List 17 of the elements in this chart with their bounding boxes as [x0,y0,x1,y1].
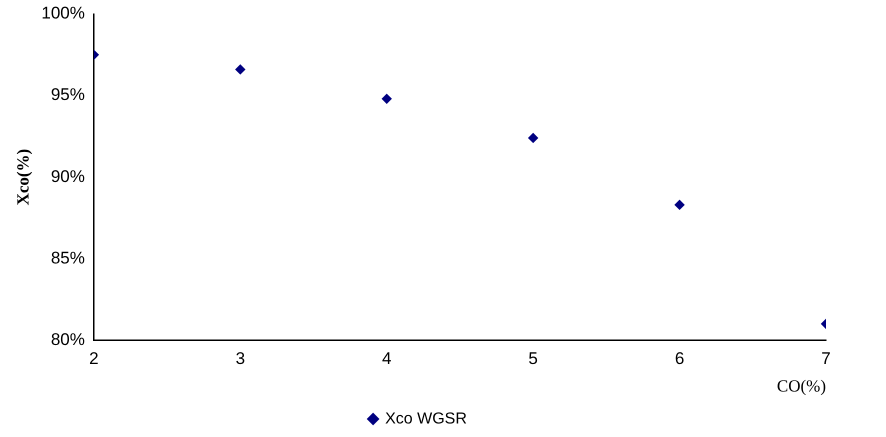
y-tick-label: 85% [50,248,85,268]
point [528,132,538,143]
y-tick-label: 95% [50,85,85,104]
x-tick-label: 2 [89,349,99,368]
legend-label: Xco WGSR [385,410,467,428]
point [382,94,392,104]
y-tick-label: 80% [50,330,85,349]
y-tick-label: 90% [50,166,85,186]
x-tick-label: 5 [528,349,538,368]
point [235,64,246,74]
x-tick-label: 4 [382,349,392,368]
y-tick-label: 100% [41,4,85,23]
x-tick-label: 7 [821,349,831,368]
x-axis-title: CO(%) [776,376,826,396]
y-axis-title: Xco(%) [14,148,33,206]
x-tick-label: 3 [236,349,246,368]
x-tick-label: 6 [674,349,684,368]
